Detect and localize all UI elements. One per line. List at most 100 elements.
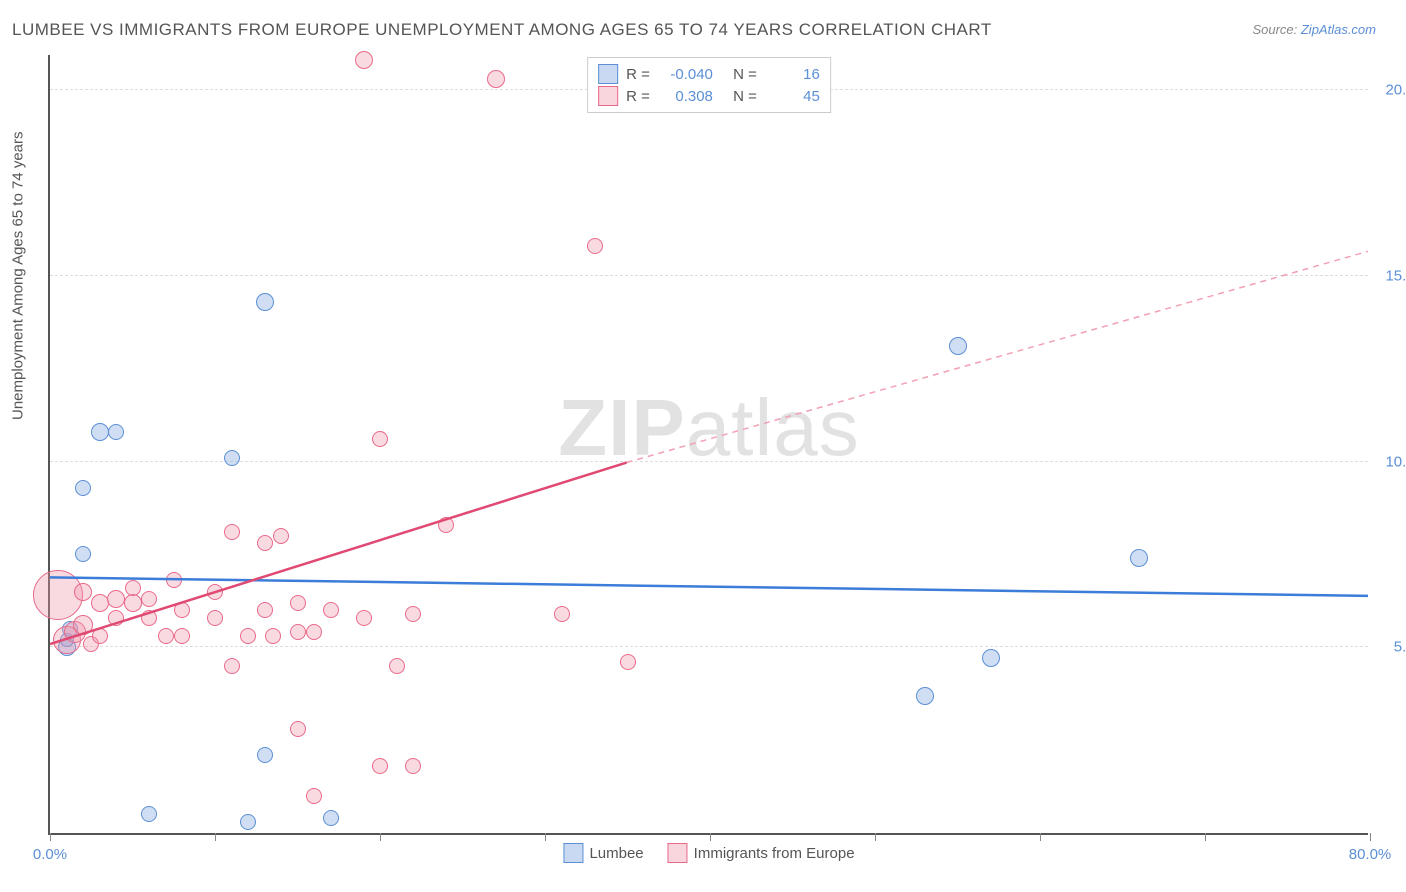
scatter-point <box>587 238 603 254</box>
legend-item-immigrants: Immigrants from Europe <box>668 843 855 863</box>
scatter-point <box>438 517 454 533</box>
scatter-point <box>916 687 934 705</box>
swatch-pink-icon <box>668 843 688 863</box>
scatter-point <box>323 810 339 826</box>
chart-title: LUMBEE VS IMMIGRANTS FROM EUROPE UNEMPLO… <box>12 20 992 40</box>
legend-label-immigrants: Immigrants from Europe <box>694 845 855 862</box>
scatter-point <box>124 594 142 612</box>
trend-line <box>627 251 1368 462</box>
r-label: R = <box>626 88 650 105</box>
r-value-immigrants: 0.308 <box>658 88 713 105</box>
trend-line <box>50 577 1368 596</box>
scatter-point <box>356 610 372 626</box>
scatter-point <box>91 423 109 441</box>
scatter-point <box>257 747 273 763</box>
source-attribution: Source: ZipAtlas.com <box>1252 22 1376 37</box>
scatter-point <box>290 624 306 640</box>
x-tick-mark <box>215 833 216 841</box>
scatter-point <box>372 758 388 774</box>
scatter-point <box>75 480 91 496</box>
x-tick-mark <box>380 833 381 841</box>
source-label: Source: <box>1252 22 1300 37</box>
gridline <box>50 646 1368 647</box>
scatter-point <box>108 424 124 440</box>
gridline <box>50 275 1368 276</box>
scatter-point <box>554 606 570 622</box>
y-tick-label: 5.0% <box>1394 639 1406 656</box>
scatter-point <box>372 431 388 447</box>
scatter-point <box>141 806 157 822</box>
scatter-point <box>174 628 190 644</box>
scatter-point <box>158 628 174 644</box>
scatter-point <box>355 51 373 69</box>
y-tick-label: 20.0% <box>1385 82 1406 99</box>
scatter-point <box>166 572 182 588</box>
source-link[interactable]: ZipAtlas.com <box>1301 22 1376 37</box>
x-tick-mark <box>545 833 546 841</box>
watermark-bold: ZIP <box>558 383 685 472</box>
scatter-point <box>306 624 322 640</box>
legend-row-lumbee: R = -0.040 N = 16 <box>598 64 820 84</box>
x-tick-mark <box>1205 833 1206 841</box>
n-value-lumbee: 16 <box>765 66 820 83</box>
x-tick-label: 80.0% <box>1349 846 1392 863</box>
n-label: N = <box>733 88 757 105</box>
scatter-point <box>290 595 306 611</box>
y-tick-label: 15.0% <box>1385 267 1406 284</box>
n-label: N = <box>733 66 757 83</box>
x-tick-mark <box>50 833 51 841</box>
correlation-legend: R = -0.040 N = 16 R = 0.308 N = 45 <box>587 57 831 113</box>
scatter-point <box>405 606 421 622</box>
scatter-point <box>74 583 92 601</box>
scatter-point <box>257 602 273 618</box>
scatter-point <box>265 628 281 644</box>
scatter-point <box>92 628 108 644</box>
scatter-point <box>306 788 322 804</box>
scatter-point <box>487 70 505 88</box>
scatter-point <box>1130 549 1148 567</box>
trend-lines-svg <box>50 55 1368 833</box>
scatter-point <box>224 658 240 674</box>
scatter-point <box>224 524 240 540</box>
scatter-point <box>257 535 273 551</box>
swatch-blue-icon <box>563 843 583 863</box>
scatter-point <box>405 758 421 774</box>
n-value-immigrants: 45 <box>765 88 820 105</box>
scatter-point <box>125 580 141 596</box>
scatter-point <box>141 610 157 626</box>
scatter-point <box>224 450 240 466</box>
swatch-pink-icon <box>598 86 618 106</box>
scatter-point <box>290 721 306 737</box>
trend-line <box>50 463 627 645</box>
x-tick-mark <box>1370 833 1371 841</box>
x-tick-label: 0.0% <box>33 846 67 863</box>
scatter-point <box>108 610 124 626</box>
scatter-point <box>982 649 1000 667</box>
scatter-point <box>91 594 109 612</box>
scatter-point <box>240 628 256 644</box>
series-legend: Lumbee Immigrants from Europe <box>563 843 854 863</box>
scatter-point <box>240 814 256 830</box>
scatter-point <box>174 602 190 618</box>
r-value-lumbee: -0.040 <box>658 66 713 83</box>
swatch-blue-icon <box>598 64 618 84</box>
x-tick-mark <box>710 833 711 841</box>
y-tick-label: 10.0% <box>1385 453 1406 470</box>
scatter-point <box>256 293 274 311</box>
scatter-point <box>75 546 91 562</box>
scatter-point <box>620 654 636 670</box>
x-tick-mark <box>1040 833 1041 841</box>
y-axis-label: Unemployment Among Ages 65 to 74 years <box>10 131 27 420</box>
scatter-point <box>207 610 223 626</box>
legend-item-lumbee: Lumbee <box>563 843 643 863</box>
gridline <box>50 461 1368 462</box>
scatter-point <box>141 591 157 607</box>
scatter-point <box>273 528 289 544</box>
scatter-point <box>389 658 405 674</box>
r-label: R = <box>626 66 650 83</box>
legend-row-immigrants: R = 0.308 N = 45 <box>598 86 820 106</box>
scatter-point <box>949 337 967 355</box>
scatter-point <box>207 584 223 600</box>
scatter-point <box>73 615 93 635</box>
chart-plot-area: R = -0.040 N = 16 R = 0.308 N = 45 ZIPat… <box>48 55 1368 835</box>
